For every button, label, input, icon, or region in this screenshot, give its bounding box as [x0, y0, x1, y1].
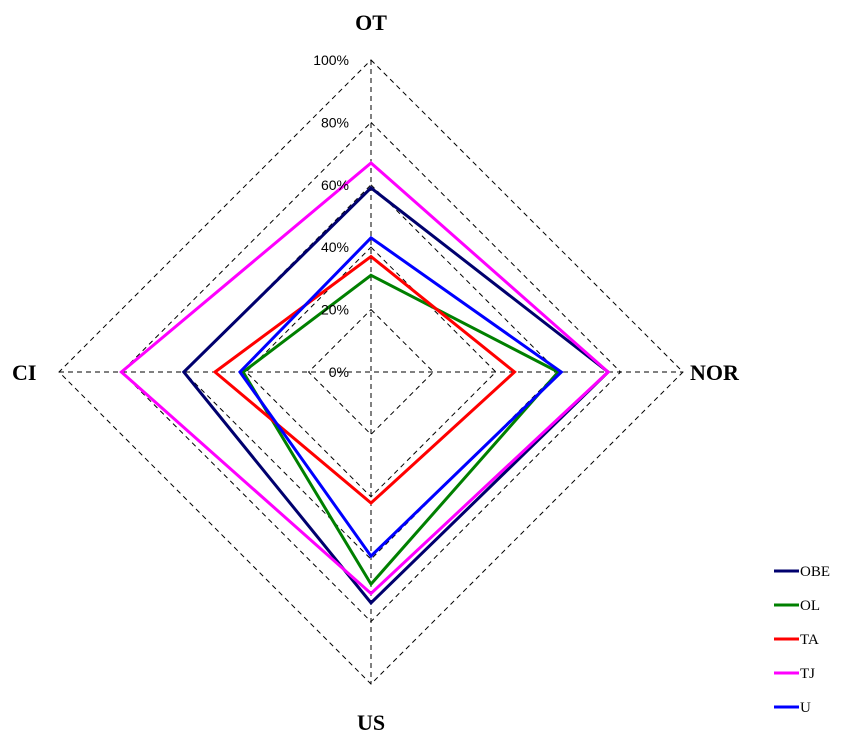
- series-tj: [119, 160, 611, 596]
- axis-spokes: [59, 60, 683, 684]
- axis-label-ci: CI: [12, 360, 36, 385]
- legend-label-u: U: [800, 700, 811, 716]
- legend-label-ol: OL: [800, 598, 820, 614]
- tick-label: 40%: [321, 239, 349, 255]
- legend-label-tj: TJ: [800, 666, 815, 682]
- tick-label: 60%: [321, 177, 349, 193]
- series-obe: [181, 185, 611, 606]
- grid-ring-20: [307, 308, 435, 436]
- axis-labels: OT NOR US CI: [12, 10, 740, 735]
- legend-label-ta: TA: [800, 632, 819, 648]
- legend: OBE OL TA TJ U: [774, 564, 830, 716]
- tick-label: 0%: [329, 364, 349, 380]
- series-u: [238, 235, 564, 559]
- axis-label-nor: NOR: [690, 360, 740, 385]
- legend-label-obe: OBE: [800, 564, 830, 580]
- series-ol: [241, 273, 561, 587]
- series-ta: [212, 254, 517, 506]
- tick-label: 20%: [321, 302, 349, 318]
- tick-label: 100%: [313, 52, 349, 68]
- series-lines: [119, 160, 611, 606]
- axis-label-ot: OT: [355, 10, 387, 35]
- radial-tick-labels: 0% 20% 40% 60% 80% 100%: [313, 52, 349, 380]
- tick-label: 80%: [321, 114, 349, 130]
- axis-label-us: US: [357, 710, 385, 735]
